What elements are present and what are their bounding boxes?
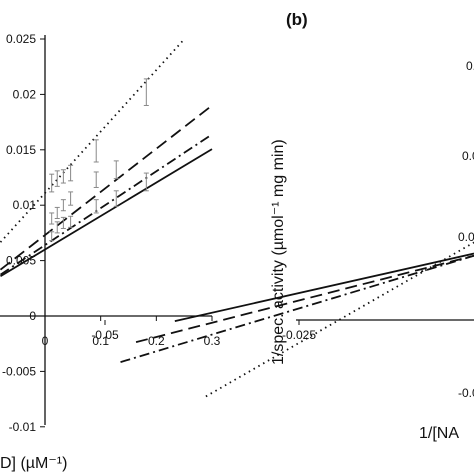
panel-a-series-dashdot [0,133,213,276]
panel-a-x-tick-label: 0 [42,334,49,348]
panel-a-series [0,38,213,278]
panel-a-error-bar [68,191,74,206]
panel-b-series [120,241,474,398]
panel-a-x-axis-title: D] (µM⁻¹) [0,455,67,472]
panel-a-error-bar [54,170,60,187]
panel-a-x-tick-label: 0.1 [92,334,109,348]
panel-a: 00.10.20.30.0250.020.0150.010.0050-0.005… [0,32,221,472]
panel-b-y-tick-label: -0.00 [458,386,474,400]
panel-a-error-bar [54,206,60,219]
panel-a-error-bar [60,169,66,184]
panel-b-x-tick-label: -0.025 [282,328,316,342]
panel-a-series-dashed [0,104,213,271]
panel-b-y-tick-label: 0.00 [458,230,474,244]
panel-b: (b) -0.05 -0.025 0.0 0.0 0.00 -0.00 1/[NA 1/s… [91,10,474,442]
panel-a-y-tick-label: 0.015 [6,143,36,157]
panel-a-error-bar [143,172,149,192]
panel-a-y-tick-label: -0.005 [2,364,36,378]
panel-b-series-dashdot [120,254,474,363]
panel-a-error-bar [93,199,99,214]
panel-a-series-solid [0,148,213,278]
panel-a-x-tick-label: 0.3 [204,334,221,348]
panel-a-error-bar [54,221,60,234]
panel-b-ticks: -0.05 -0.025 0.0 0.0 0.00 -0.00 [91,59,474,400]
panel-a-error-points [49,78,149,242]
panel-a-y-tick-label: 0.01 [13,198,37,212]
panel-a-error-bar [49,231,55,242]
panel-b-y-tick-label: 0.0 [466,59,474,73]
panel-a-error-bar [93,171,99,188]
panel-a-error-bar [68,215,74,228]
panel-a-error-bar [143,78,149,106]
panel-a-error-bar [113,190,119,207]
panel-b-y-tick-label: 0.0 [462,149,474,163]
panel-a-error-bar [113,160,119,180]
panel-a-ticks: 00.10.20.30.0250.020.0150.010.0050-0.005… [2,32,221,434]
panel-b-series-dotted [205,241,474,398]
panel-a-y-tick-label: 0.02 [13,87,37,101]
panel-a-y-tick-label: -0.01 [9,420,37,434]
panel-a-error-bar [93,139,99,163]
panel-b-label: (b) [286,10,308,29]
panel-a-error-bar [49,212,55,225]
panel-b-x-tick-label: -0.05 [91,328,119,342]
panel-b-y-axis-title: 1/spec. activity (µmol⁻¹ mg min) [270,139,287,365]
panel-a-error-bar [68,164,74,182]
panel-b-series-dashed [135,254,474,344]
panel-a-error-bar [49,173,55,193]
panel-b-x-axis-title: 1/[NA [419,425,459,442]
panel-a-y-tick-label: 0 [29,309,36,323]
panel-a-y-tick-label: 0.025 [6,32,36,46]
panel-b-series-solid [174,252,474,322]
panel-a-error-bar [60,216,66,229]
panel-a-error-bar [60,199,66,212]
panel-a-x-tick-label: 0.2 [148,334,165,348]
